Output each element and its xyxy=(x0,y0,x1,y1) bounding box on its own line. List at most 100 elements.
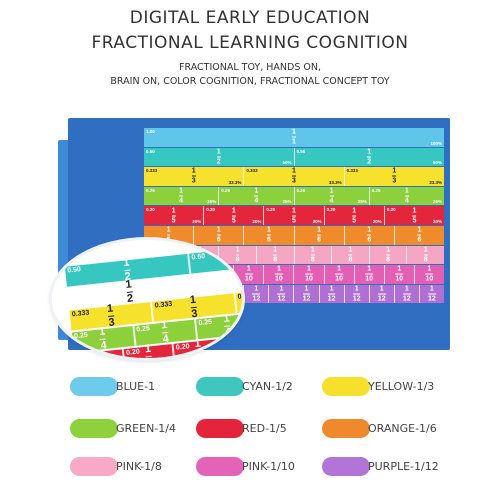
fraction-bar xyxy=(335,273,344,275)
decimal-label: 0.50 xyxy=(66,266,82,275)
fraction-piece[interactable]: 0.25 25% 1 4 xyxy=(219,186,295,206)
decimal-label: 0.50 xyxy=(146,148,155,154)
percent-label: 25% xyxy=(357,199,367,205)
legend-swatch xyxy=(322,457,370,476)
fraction-bar xyxy=(191,175,196,177)
fraction-denominator: 12 xyxy=(327,295,336,303)
fraction-piece[interactable]: 0.20 20% 1 5 xyxy=(204,206,265,225)
fraction-row-5: 0.20 20% 1 5 0.20 20% 1 5 0.20 20% 1 5 0.20 20% 1 5 0.20… xyxy=(144,206,445,225)
fraction-numerator: 1 xyxy=(292,128,296,136)
fraction-piece[interactable]: 0.50 50% 1 2 xyxy=(144,147,295,167)
legend-swatch xyxy=(196,457,244,476)
magnified-detail: 0.50120.501212120.333130.333130.333130.2… xyxy=(52,240,242,358)
fraction-numerator: 1 xyxy=(189,293,197,307)
fraction-bar xyxy=(216,234,221,236)
fraction-denominator: 10 xyxy=(305,275,313,283)
fraction-numerator: 1 xyxy=(171,207,176,215)
fraction-denominator: 10 xyxy=(395,275,404,283)
legend-label: GREEN-1/4 xyxy=(116,422,176,435)
fraction-piece[interactable]: 0.20 20% 1 5 xyxy=(144,206,205,225)
percent-label: 20% xyxy=(192,218,202,224)
fraction-piece[interactable]: 0.25 25% 1 4 xyxy=(294,186,370,206)
legend-label: YELLOW-1/3 xyxy=(368,380,435,393)
fraction-piece[interactable]: 0.333 33.3% 1 3 xyxy=(144,167,245,186)
decimal-label: 0.25 xyxy=(296,187,306,193)
fraction-piece[interactable]: 1.00 100% 1 1 xyxy=(144,128,444,147)
fraction-piece[interactable]: 0.25 25% 1 4 xyxy=(144,186,220,206)
fraction-piece[interactable]: 0.333 33.3% 1 3 xyxy=(244,167,345,186)
fraction-numerator: 1 xyxy=(417,226,422,234)
fraction-denominator: 5 xyxy=(292,217,296,225)
fraction-piece[interactable]: 0.20 20% 1 5 xyxy=(384,206,445,225)
fraction-denominator: 8 xyxy=(310,256,315,264)
decimal-label: 0.25 xyxy=(73,331,89,341)
fraction-denominator: 12 xyxy=(302,295,311,303)
fraction-bar xyxy=(402,293,411,295)
fraction-piece[interactable]: 0.50 50% 1 2 xyxy=(294,147,444,167)
fraction-denominator: 10 xyxy=(365,275,374,283)
fraction-bar xyxy=(352,215,357,217)
fraction-bar xyxy=(302,293,311,295)
decimal-label: 0.20 xyxy=(175,343,190,352)
decimal-label: 0.20 xyxy=(76,353,91,358)
fraction-numerator: 1 xyxy=(216,148,221,156)
percent-label: 25% xyxy=(207,199,217,205)
fraction-denominator: 10 xyxy=(425,275,434,283)
fraction-numerator: 1 xyxy=(193,337,202,351)
fraction-piece[interactable]: 0.25 25% 1 4 xyxy=(369,186,444,206)
legend-label: PURPLE-1/12 xyxy=(368,460,439,473)
fraction-piece[interactable]: 0.20 20% 1 5 xyxy=(264,206,325,225)
decimal-label: 0.25 xyxy=(221,187,231,193)
fraction-numerator: 1 xyxy=(304,285,309,293)
fraction-denominator: 10 xyxy=(275,275,283,283)
legend-label: PINK-1/10 xyxy=(242,460,295,473)
fraction-denominator: 8 xyxy=(423,256,428,264)
fraction-denominator: 6 xyxy=(317,236,322,244)
fraction-piece[interactable]: 0.20 20% 1 5 xyxy=(324,206,385,225)
fraction-numerator: 1 xyxy=(329,187,334,195)
fraction-bar xyxy=(377,293,386,295)
fraction-piece[interactable]: 0.333 33.3% 1 3 xyxy=(344,167,444,186)
fraction-numerator: 1 xyxy=(222,312,231,325)
legend-swatch xyxy=(70,457,118,476)
fraction-bar xyxy=(266,234,271,236)
